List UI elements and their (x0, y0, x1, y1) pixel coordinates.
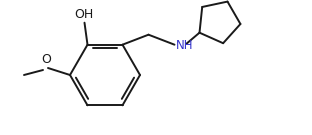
Text: O: O (41, 53, 51, 66)
Text: OH: OH (74, 8, 93, 21)
Text: NH: NH (175, 39, 193, 52)
